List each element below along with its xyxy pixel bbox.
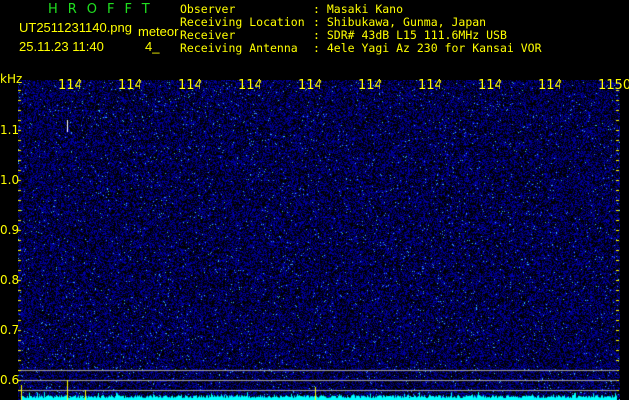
datetime: 25.11.23 11:40 [19, 39, 104, 54]
x-tick-label: 1149 [538, 78, 560, 93]
info-antenna: Receiving Antenna: 4ele Yagi Az 230 for … [180, 42, 298, 55]
x-tick-label: 1141 [58, 78, 80, 93]
x-tick-label: 1150 [598, 78, 629, 93]
x-tick-label: 1143 [178, 78, 200, 93]
y-tick-label: 1.1 [0, 123, 19, 137]
x-tick-label: 1147 [418, 78, 440, 93]
meteor-count: 4_ [145, 39, 159, 54]
x-tick-label: 1146 [358, 78, 380, 93]
x-tick-label: 1145 [298, 78, 320, 93]
waterfall-spectrogram [18, 80, 620, 400]
y-tick-label: 0.8 [0, 273, 19, 287]
x-tick-label: 1142 [118, 78, 140, 93]
y-tick-label: 0.6 [0, 373, 19, 387]
unit-label: kHz [0, 72, 22, 86]
y-tick-label: 0.9 [0, 223, 19, 237]
y-tick-label: 0.7 [0, 323, 19, 337]
meteor-tag: meteor [138, 24, 178, 39]
y-tick-label: 1.0 [0, 173, 19, 187]
x-tick-label: 1144 [238, 78, 260, 93]
filename: UT2511231140.png [19, 20, 132, 35]
x-tick-label: 1148 [478, 78, 500, 93]
app-brand: HROFFT [48, 2, 160, 17]
